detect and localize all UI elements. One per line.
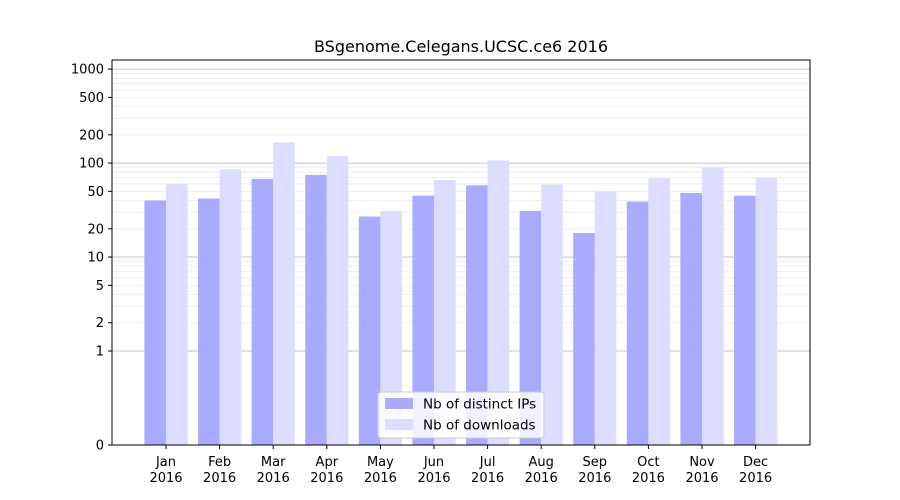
x-tick-label-month: Dec [743,455,768,470]
y-tick-label: 10 [87,251,104,266]
x-tick-label-month: Mar [261,455,286,470]
bars-layer [144,142,778,446]
x-tick-label-month: Feb [208,455,231,470]
y-tick-label: 1 [96,345,104,360]
x-tick-label-year: 2016 [685,471,718,486]
bar-distinct-ips-dec [734,195,756,445]
y-tick-label: 2 [96,316,104,331]
bar-downloads-jan [166,183,188,445]
y-tick-label: 100 [79,157,104,172]
y-tick-label: 1000 [71,63,104,78]
legend-label: Nb of distinct IPs [423,397,536,413]
bar-downloads-jun [434,180,456,445]
x-tick-label-year: 2016 [471,471,504,486]
bar-downloads-apr [326,155,349,445]
legend-label: Nb of downloads [423,418,536,434]
bar-distinct-ips-mar [251,178,274,446]
x-tick-label-year: 2016 [578,471,611,486]
y-tick-label: 5 [96,279,104,294]
x-tick-label-month: Sep [583,455,608,470]
bar-distinct-ips-feb [198,198,220,445]
plot-frame [111,59,811,446]
bar-distinct-ips-jun [412,195,434,445]
legend-swatch [385,419,413,430]
bar-downloads-feb [219,169,242,446]
y-tick-label: 0 [96,439,104,454]
y-tick-label: 200 [79,128,104,143]
x-tick-label-year: 2016 [739,471,772,486]
x-axis: Jan2016Feb2016Mar2016Apr2016May2016Jun20… [149,445,772,486]
bar-distinct-ips-oct [626,201,649,445]
x-tick-label-month: May [367,455,394,470]
x-tick-label-month: Jul [479,455,496,470]
legend: Nb of distinct IPs Nb of downloads [377,391,545,439]
bar-downloads-may [380,210,402,445]
x-tick-label-month: Oct [637,455,659,470]
bar-downloads-aug [541,184,563,445]
bar-downloads-nov [702,167,724,445]
bar-downloads-oct [648,178,670,445]
x-tick-label-month: Aug [529,455,554,470]
x-tick-label-year: 2016 [149,471,182,486]
bar-downloads-jul [487,160,510,446]
bar-distinct-ips-may [358,216,381,445]
legend-box [377,391,545,439]
bar-distinct-ips-aug [519,210,542,445]
y-tick-label: 500 [79,91,104,106]
bar-distinct-ips-jan [144,200,166,445]
x-tick-label-year: 2016 [632,471,665,486]
x-tick-label-year: 2016 [257,471,290,486]
x-tick-label-year: 2016 [364,471,397,486]
bar-distinct-ips-jul [466,185,488,446]
x-tick-label-month: Apr [316,455,339,470]
x-tick-label-month: Jun [423,455,444,470]
x-tick-label-month: Jan [155,455,176,470]
bar-distinct-ips-apr [305,174,327,445]
bar-downloads-sep [594,191,617,445]
y-tick-label: 50 [87,185,104,200]
x-tick-label-year: 2016 [417,471,450,486]
x-tick-label-year: 2016 [310,471,343,486]
bar-downloads-mar [273,142,295,445]
bar-distinct-ips-nov [680,193,702,445]
y-axis: 0 1 2 5 10 20 50 100 200 500 1000 [71,63,112,454]
x-tick-label-month: Nov [689,455,715,470]
chart-title: BSgenome.Celegans.UCSC.ce6 2016 [314,37,608,56]
bar-downloads-dec [755,177,778,446]
y-tick-label: 20 [87,222,104,237]
bar-distinct-ips-sep [573,233,595,445]
legend-swatch [385,398,413,409]
x-tick-label-year: 2016 [525,471,558,486]
x-tick-label-year: 2016 [203,471,236,486]
